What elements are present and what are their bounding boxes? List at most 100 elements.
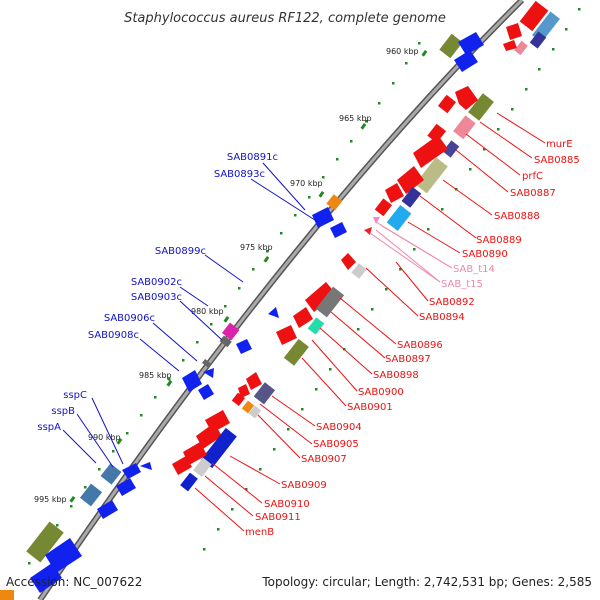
feature-blue-arrow[interactable] [97,500,118,519]
feature-blue-arrow[interactable] [268,307,279,318]
feature-blue-arrow[interactable] [182,370,202,392]
feature-red-box[interactable] [231,392,246,407]
feature-olive-box[interactable] [439,33,463,59]
gene-label-SAB0903c[interactable]: SAB0903c [131,292,182,303]
feature-red-box[interactable] [519,0,549,32]
gene-label-menB[interactable]: menB [245,527,274,538]
feature-navy-box[interactable] [529,31,547,49]
feature-red-arrow[interactable] [385,183,404,203]
feature-blue-arrow[interactable] [122,463,141,479]
feature-grey-box[interactable] [219,335,232,348]
gene-label-SAB0899c[interactable]: SAB0899c [155,246,206,257]
feature-navy-box[interactable] [401,186,422,208]
feature-red-arrow[interactable] [455,86,478,110]
gene-label-SAB0896[interactable]: SAB0896 [397,340,443,351]
gene-label-SAB0889[interactable]: SAB0889 [476,235,522,246]
feature-grey-box[interactable] [248,405,262,419]
feature-red-box[interactable] [374,198,393,217]
feature-orange-box[interactable] [326,194,343,211]
feature-blue-box[interactable] [180,472,198,492]
gene-label-SAB0908c[interactable]: SAB0908c [88,330,139,341]
gene-label-SAB0898[interactable]: SAB0898 [373,370,419,381]
gene-label-SAB0888[interactable]: SAB0888 [494,211,540,222]
gene-label-SAB0911[interactable]: SAB0911 [255,512,301,523]
feature-grey-box[interactable] [202,358,212,368]
feature-red-arrow[interactable] [172,456,192,475]
gene-label-SAB0904[interactable]: SAB0904 [316,422,362,433]
gene-label-SAB0892[interactable]: SAB0892 [429,297,475,308]
topology-summary: Topology: circular; Length: 2,742,531 bp… [261,575,592,589]
feature-red-arrow[interactable] [293,307,313,328]
feature-red-arrow[interactable] [413,135,448,168]
feature-olive-box[interactable] [26,521,64,563]
feature-blue-arrow[interactable] [30,563,62,593]
feature-red-arrow[interactable] [305,282,336,312]
feature-red-arrow[interactable] [276,325,297,345]
feature-red-box[interactable] [427,123,447,143]
inner-tick-track [203,8,581,551]
gene-label-SAB0893c[interactable]: SAB0893c [214,169,265,180]
gene-label-sspC[interactable]: sspC [63,390,87,401]
feature-blue-arrow[interactable] [198,384,214,400]
feature-steelblue-box[interactable] [100,463,122,485]
gene-label-prfC[interactable]: prfC [522,171,543,182]
feature-blue-arrow[interactable] [116,478,136,496]
gene-label-SAB0887[interactable]: SAB0887 [510,188,556,199]
feature-red-arrow[interactable] [503,40,517,51]
gene-label-SAB0909[interactable]: SAB0909 [281,480,327,491]
gene-label-SAB0910[interactable]: SAB0910 [264,499,310,510]
feature-red-arrow[interactable] [506,23,522,40]
feature-grey-box[interactable] [193,457,212,477]
feature-orange-box[interactable] [0,590,14,600]
feature-blue-arrow[interactable] [203,368,214,378]
feature-khaki-box[interactable] [415,157,448,194]
feature-blue-box[interactable] [201,427,237,469]
feature-blue-arrow[interactable] [312,207,334,228]
feature-steelblue-box[interactable] [79,483,103,507]
gene-label-SAB0901[interactable]: SAB0901 [347,402,393,413]
feature-pink-box[interactable] [514,40,528,56]
feature-grey-box[interactable] [351,263,367,279]
feature-orange-box[interactable] [241,400,255,414]
gene-label-sspB[interactable]: sspB [51,406,75,417]
feature-red-arrow[interactable] [238,384,250,398]
feature-red-arrow[interactable] [341,253,356,270]
feature-blue-arrow[interactable] [458,32,484,55]
gene-label-SAB0891c[interactable]: SAB0891c [227,152,278,163]
feature-red-arrow[interactable] [397,166,424,194]
feature-salmon-box[interactable] [453,115,476,140]
feature-red-arrow[interactable] [246,372,262,390]
feature-olive-box[interactable] [468,93,494,121]
feature-blue-arrow[interactable] [140,462,152,470]
feature-teal-box[interactable] [307,317,325,335]
gene-label-SAB_t15[interactable]: SAB_t15 [441,279,483,290]
gene-label-SAB0890[interactable]: SAB0890 [462,249,508,260]
gene-label-SAB_t14[interactable]: SAB_t14 [453,264,495,275]
trna-feature[interactable] [373,217,380,224]
gene-label-SAB0897[interactable]: SAB0897 [385,354,431,365]
feature-red-box[interactable] [437,94,457,114]
feature-blue-arrow[interactable] [454,50,478,72]
feature-olive-box[interactable] [283,338,309,366]
feature-blue-arrow[interactable] [45,538,82,573]
gene-label-SAB0900[interactable]: SAB0900 [358,387,404,398]
feature-blue-arrow[interactable] [236,339,252,354]
feature-navy-box[interactable] [442,140,460,158]
gene-label-SAB0905[interactable]: SAB0905 [313,439,359,450]
gene-label-sspA[interactable]: sspA [37,422,61,433]
gene-label-SAB0894[interactable]: SAB0894 [419,312,465,323]
gene-label-murE[interactable]: murE [546,139,573,150]
feature-cyan-box[interactable] [386,205,412,231]
feature-red-arrow[interactable] [183,442,207,465]
gene-label-SAB0906c[interactable]: SAB0906c [104,313,155,324]
feature-slate-box[interactable] [253,382,276,405]
kbp-label-995: 995 kbp [34,495,67,504]
gene-label-SAB0885[interactable]: SAB0885 [534,155,580,166]
feature-grey-box[interactable] [315,286,345,318]
feature-magenta-box[interactable] [221,322,240,341]
gene-label-SAB0902c[interactable]: SAB0902c [131,277,182,288]
gene-label-SAB0907[interactable]: SAB0907 [301,454,347,465]
feature-blue-arrow[interactable] [330,222,347,238]
feature-red-arrow[interactable] [196,423,222,449]
